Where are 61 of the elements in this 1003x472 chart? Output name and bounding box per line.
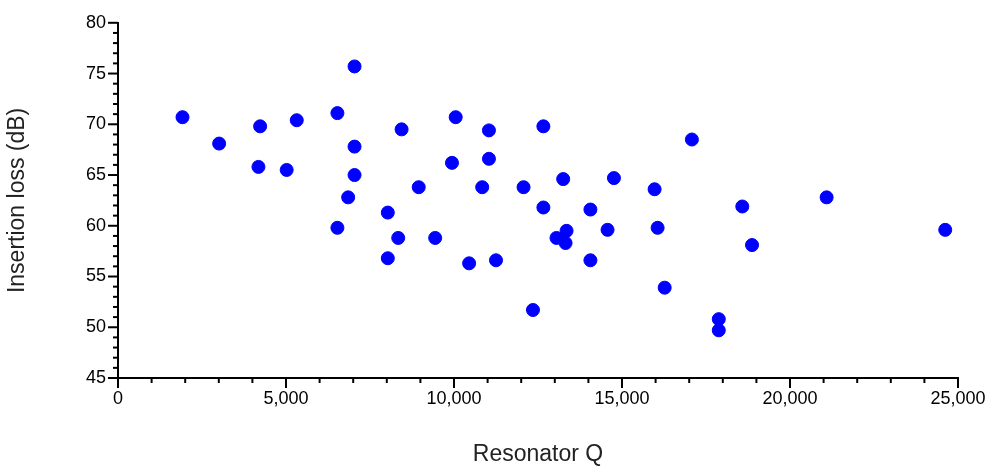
point [558,236,573,251]
point [583,253,598,268]
point [647,182,662,197]
point [391,230,406,245]
point [394,122,409,137]
point [735,199,750,214]
point [819,190,834,205]
point [525,303,540,318]
x-tick-label: 25,000 [930,387,986,408]
point [347,168,362,183]
x-tick-label: 10,000 [426,387,482,408]
y-tick-label: 75 [85,62,106,83]
point [347,139,362,154]
point [559,223,574,238]
point [481,151,496,166]
point [711,323,726,338]
y-tick-label: 45 [85,366,106,387]
point [251,159,266,174]
point [583,202,598,217]
point [212,136,227,151]
x-tick-label: 15,000 [594,387,650,408]
point [657,280,672,295]
y-tick-label: 65 [85,164,106,184]
point [341,190,356,205]
point [489,253,503,268]
point [448,110,463,125]
x-axis-title: Resonator Q [472,439,604,466]
y-axis-title: Insertion loss (dB) [3,107,30,294]
x-tick-label: 0 [112,387,124,408]
y-tick-label: 50 [85,316,106,337]
y-tick-label: 80 [85,11,106,32]
point [175,110,190,125]
point [556,172,571,187]
point [289,113,304,128]
point [745,238,760,253]
point [380,205,395,220]
point [347,59,362,74]
point [380,251,395,266]
point [253,119,268,134]
point [481,123,496,138]
point [606,171,621,186]
point [650,220,665,235]
y-tick-label: 55 [85,265,106,286]
point [330,106,345,121]
point [600,222,615,237]
point [444,155,459,170]
point [411,180,426,195]
x-tick-label: 20,000 [762,387,818,408]
point [462,256,477,271]
point [330,220,345,235]
point [428,230,443,245]
point [536,200,551,215]
y-tick-label: 70 [85,113,106,134]
point [516,180,531,195]
point [475,180,490,195]
x-tick-label: 5,000 [263,387,309,408]
point [684,132,699,147]
y-tick-label: 60 [85,214,106,235]
point [536,119,551,134]
point [938,222,953,237]
point [279,162,294,177]
